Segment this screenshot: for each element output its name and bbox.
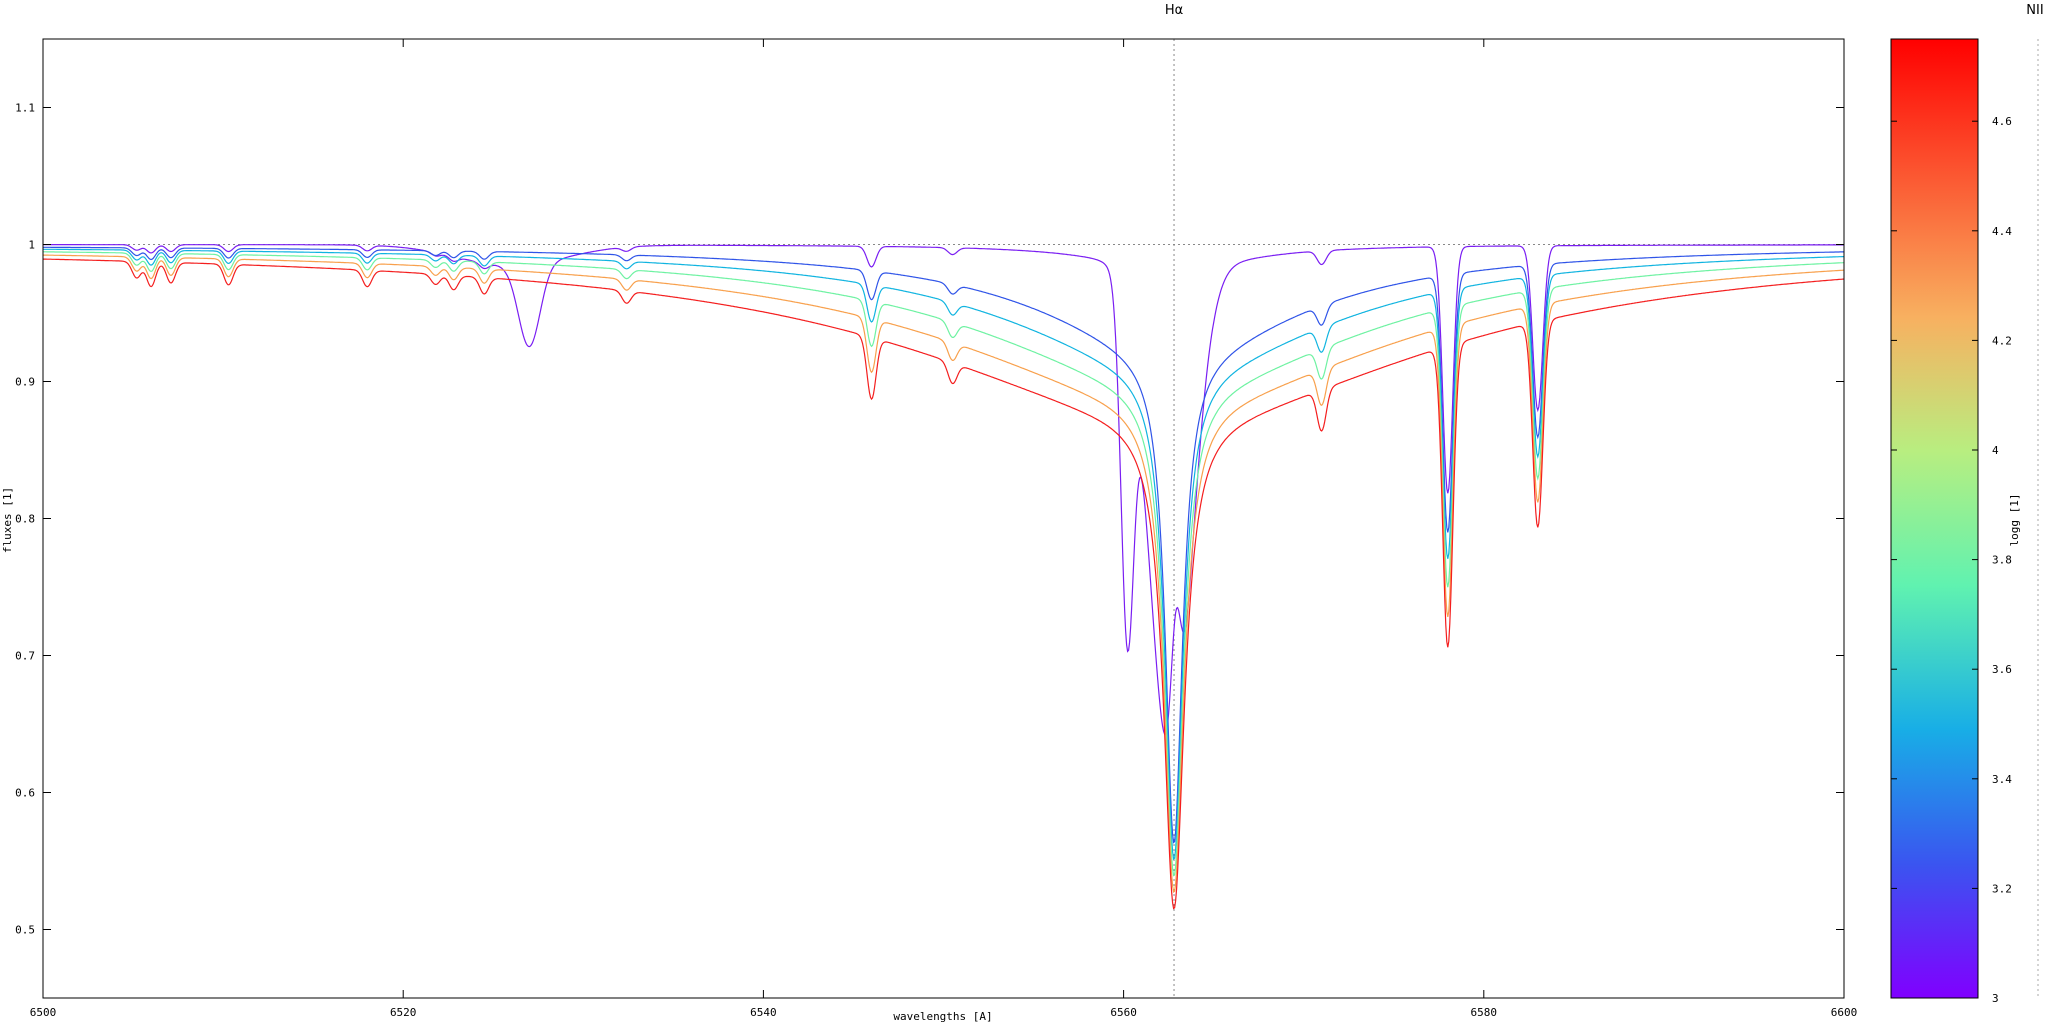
plot-frame <box>42 38 1845 999</box>
colorbar-title: logg [1] <box>2008 494 2021 547</box>
colorbar-tick-label: 3.8 <box>1992 554 2012 567</box>
spectrum-series-logg-3 <box>43 244 1844 735</box>
colorbar-tick-label: 3.6 <box>1992 663 2012 676</box>
x-tick-label: 6580 <box>1471 1006 1498 1019</box>
colorbar-ticks: 3 3.2 3.4 3.6 3.8 4 4.2 4.4 4.6 <box>1891 115 2012 1005</box>
x-axis-title: wavelengths [A] <box>893 1010 992 1023</box>
y-tick-label: 0.6 <box>15 787 35 800</box>
spectrum-series-logg-3.3 <box>43 246 1844 844</box>
y-tick-label: 0.7 <box>15 650 35 663</box>
y-tick-label: 1.1 <box>15 102 35 115</box>
colorbar-tick-label: 4 <box>1992 444 1999 457</box>
y-axis-title: fluxes [1] <box>1 487 14 553</box>
spectrum-series-logg-3.85 <box>43 251 1844 877</box>
spectra-group <box>43 244 1844 910</box>
x-tick-label: 6520 <box>390 1006 417 1019</box>
spectrum-series-logg-3.55 <box>43 248 1844 861</box>
x-tick-label: 6600 <box>1831 1006 1858 1019</box>
y-tick-label: 1 <box>28 239 35 252</box>
y-tick-label: 0.9 <box>15 376 35 389</box>
colorbar <box>1890 38 1979 999</box>
axis-ticks: 6500 6520 6540 6560 6580 6600 0.5 0.6 0.7 0.8 0.9 1… <box>15 39 1857 1019</box>
h-alpha-annotation: Hα <box>1165 3 1183 18</box>
y-tick-label: 0.8 <box>15 513 35 526</box>
spectrum-series-logg-4.7 <box>43 258 1844 910</box>
x-tick-label: 6540 <box>750 1006 777 1019</box>
colorbar-tick-label: 4.4 <box>1992 225 2012 238</box>
colorbar-tick-label: 4.2 <box>1992 334 2012 347</box>
colorbar-tick-label: 3.4 <box>1992 773 2012 786</box>
colorbar-tick-label: 3 <box>1992 992 1999 1005</box>
spectrum-series-logg-4.35 <box>43 254 1844 894</box>
reference-line-group <box>43 39 2039 998</box>
x-tick-label: 6500 <box>30 1006 57 1019</box>
colorbar-tick-label: 4.6 <box>1992 115 2012 128</box>
nii-annotation: NII <box>2026 3 2043 18</box>
y-tick-label: 0.5 <box>15 924 35 937</box>
x-tick-label: 6560 <box>1110 1006 1137 1019</box>
colorbar-tick-label: 3.2 <box>1992 882 2012 895</box>
